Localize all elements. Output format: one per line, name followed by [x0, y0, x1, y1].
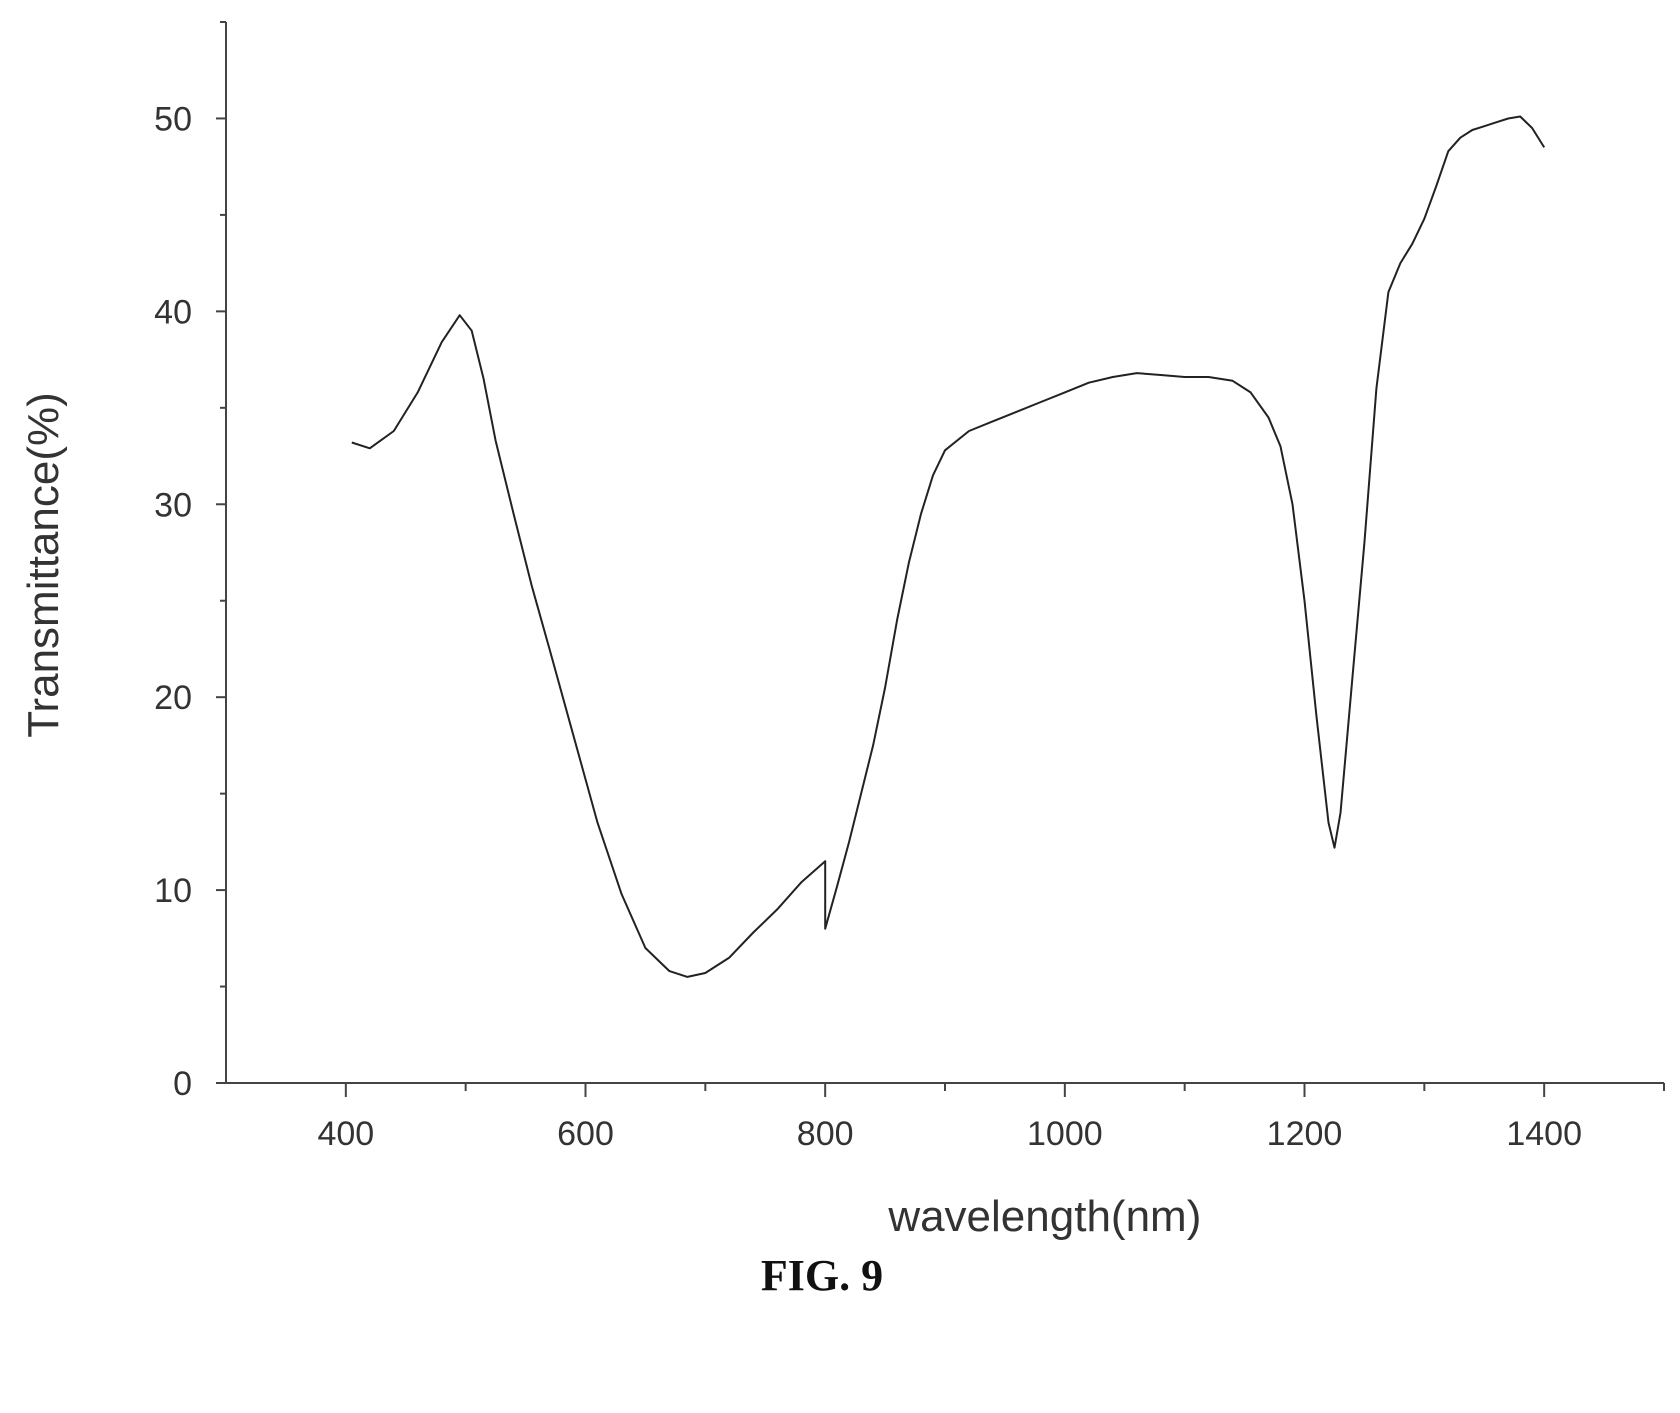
x-tick-label: 1200	[1267, 1115, 1343, 1153]
figure-caption: FIG. 9	[761, 1251, 883, 1300]
y-ticks: 0 10 20 30 40 50	[154, 21, 226, 1103]
x-tick-label: 1000	[1027, 1115, 1103, 1153]
x-ticks: 400 600 800 1000 1200 1400	[317, 1083, 1665, 1153]
y-tick-label: 30	[154, 486, 192, 524]
y-tick-label: 50	[154, 100, 192, 138]
x-tick-label: 800	[797, 1115, 854, 1153]
y-tick-label: 20	[154, 679, 192, 717]
chart-axes	[225, 22, 1664, 1084]
x-tick-label: 1400	[1506, 1115, 1582, 1153]
y-tick-label: 10	[154, 872, 192, 910]
x-tick-label: 600	[557, 1115, 614, 1153]
series-line-0	[351, 115, 1546, 978]
x-tick-label: 400	[317, 1115, 374, 1153]
plot-area	[351, 115, 1546, 978]
y-tick-label: 0	[173, 1065, 192, 1103]
x-axis-label: wavelength(nm)	[887, 1192, 1201, 1241]
y-axis-label: Transmittance(%)	[19, 392, 68, 738]
y-tick-label: 40	[154, 293, 192, 331]
